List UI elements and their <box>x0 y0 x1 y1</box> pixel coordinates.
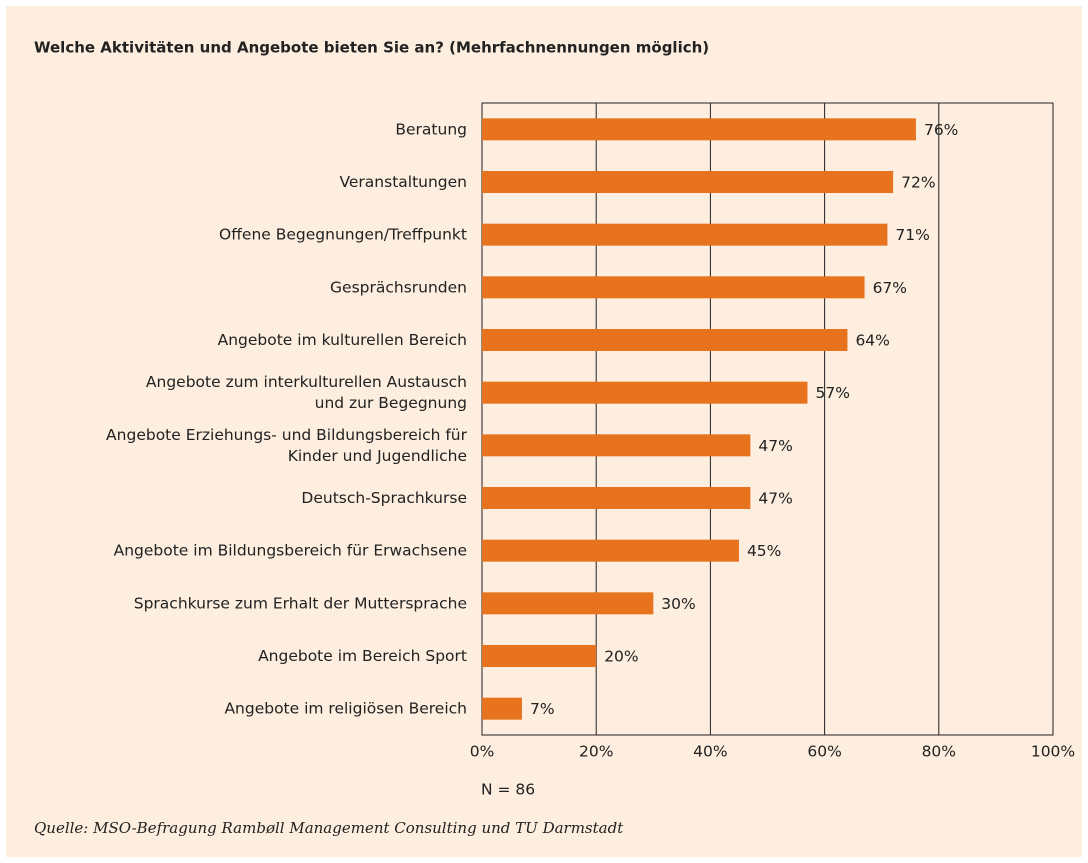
y-tick-label: Angebote im Bildungsbereich für Erwachse… <box>114 541 467 559</box>
data-label: 76% <box>924 121 958 139</box>
bar <box>482 118 916 141</box>
data-label: 45% <box>747 542 781 560</box>
y-tick-label: Angebote im kulturellen Bereich <box>218 331 467 349</box>
y-tick-label: Angebote zum interkulturellen Austausch u… <box>146 373 467 412</box>
y-tick-label: Angebote im religiösen Bereich <box>224 699 467 717</box>
data-label: 71% <box>895 226 929 244</box>
bar <box>482 645 597 667</box>
chart-title: Welche Aktivitäten und Angebote bieten S… <box>34 39 709 57</box>
x-tick-label: 80% <box>922 743 956 761</box>
bar <box>482 434 751 457</box>
source: Quelle: MSO-Befragung Rambøll Management… <box>34 819 624 837</box>
bar <box>482 171 894 193</box>
bar <box>482 539 739 562</box>
x-tick-label: 0% <box>470 743 495 761</box>
bar <box>482 329 848 351</box>
data-label: 47% <box>758 490 792 508</box>
data-label: 47% <box>758 437 792 455</box>
data-label: 20% <box>604 648 638 666</box>
bar <box>482 223 888 246</box>
x-tick-label: 20% <box>579 743 613 761</box>
bar <box>482 487 751 509</box>
y-tick-label: Gesprächsrunden <box>330 278 467 296</box>
y-tick-label: Veranstaltungen <box>339 173 467 191</box>
background <box>6 6 1082 857</box>
data-label: 57% <box>815 384 849 402</box>
y-tick-label: Sprachkurse zum Erhalt der Muttersprache <box>134 594 467 612</box>
note: N = 86 <box>481 781 535 799</box>
data-label: 30% <box>661 595 695 613</box>
y-tick-label: Offene Begegnungen/Treffpunkt <box>219 225 467 243</box>
x-tick-label: 60% <box>807 743 841 761</box>
bar <box>482 381 808 404</box>
data-label: 64% <box>855 332 889 350</box>
y-tick-label: Beratung <box>395 120 467 138</box>
y-tick-label: Angebote im Bereich Sport <box>258 647 467 665</box>
y-tick-label: Deutsch-Sprachkurse <box>301 489 467 507</box>
y-tick-label: Angebote Erziehungs- und Bildungsbereich… <box>106 425 468 464</box>
data-label: 72% <box>901 174 935 192</box>
data-label: 7% <box>530 700 555 718</box>
x-tick-label: 100% <box>1031 743 1075 761</box>
bar <box>482 592 654 615</box>
bar <box>482 276 865 299</box>
data-label: 67% <box>873 279 907 297</box>
x-tick-label: 40% <box>693 743 727 761</box>
bar <box>482 697 522 720</box>
